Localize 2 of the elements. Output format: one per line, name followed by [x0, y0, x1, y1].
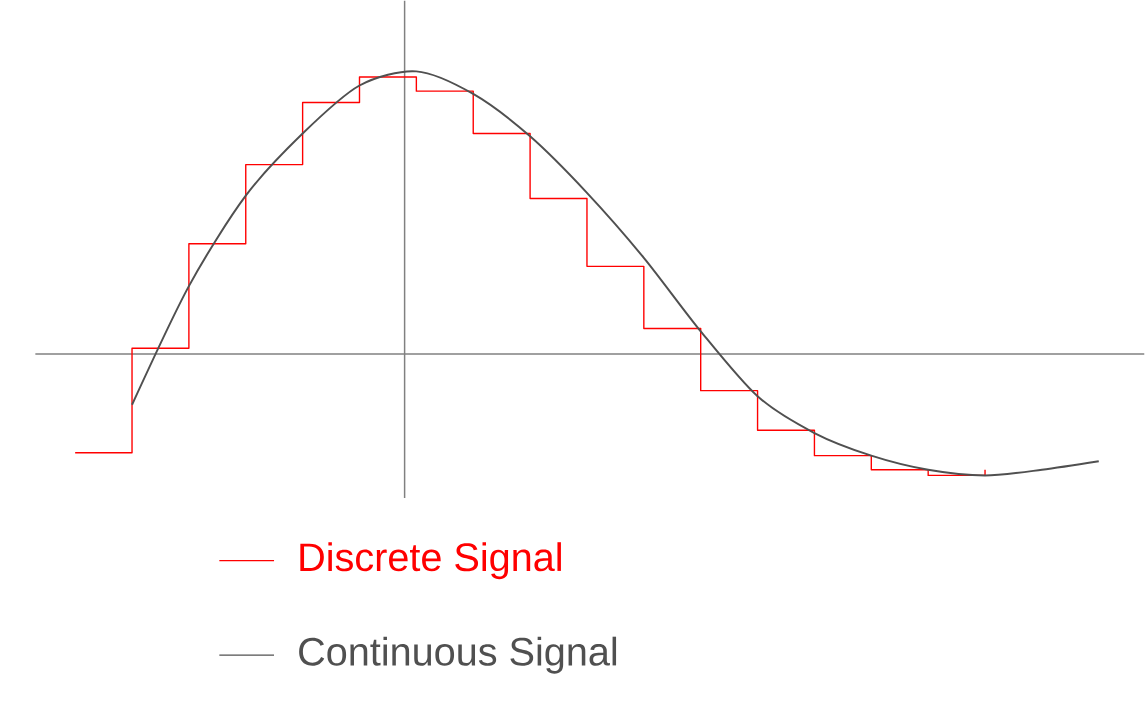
- legend-label: Discrete Signal: [300, 542, 561, 580]
- legend-label: Continuous Signal: [299, 636, 617, 674]
